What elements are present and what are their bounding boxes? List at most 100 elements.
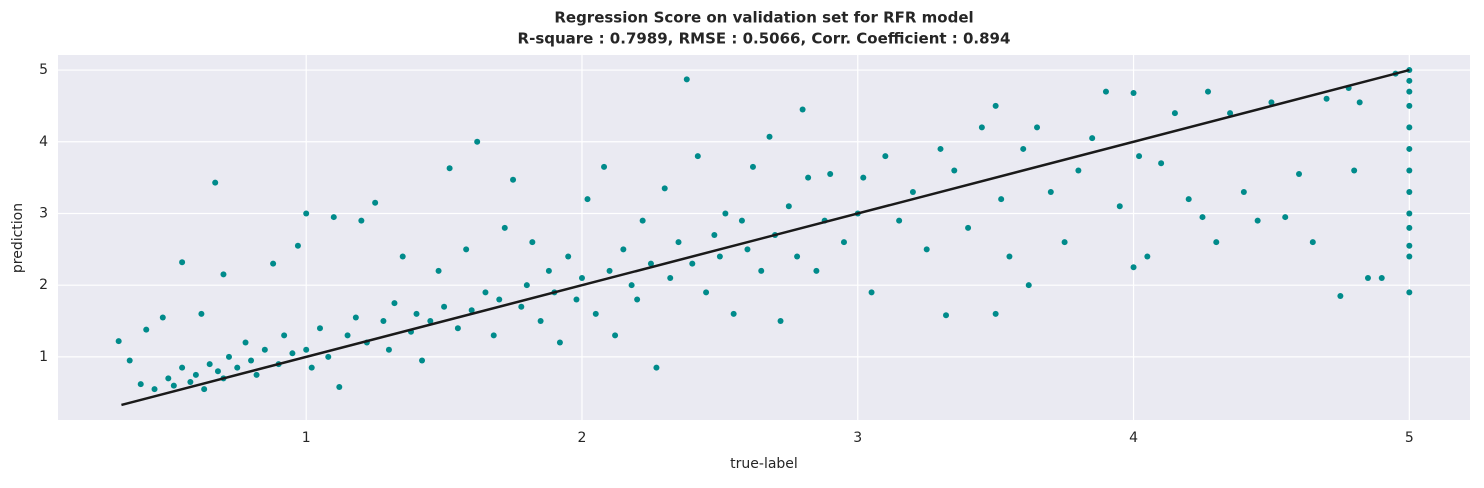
fit-line — [121, 68, 1410, 407]
point — [998, 196, 1005, 203]
point — [1047, 188, 1054, 195]
point — [523, 282, 530, 289]
point — [683, 76, 690, 83]
point — [722, 210, 729, 217]
point — [909, 188, 916, 195]
point — [463, 246, 470, 253]
point — [965, 224, 972, 231]
point — [937, 145, 944, 152]
point — [1020, 145, 1027, 152]
point — [620, 246, 627, 253]
point — [639, 217, 646, 224]
x-tick-label: 5 — [1405, 430, 1414, 446]
point — [159, 314, 166, 321]
point — [777, 318, 784, 325]
point — [716, 253, 723, 260]
y-tick-label: 1 — [39, 349, 48, 365]
point — [165, 375, 172, 382]
point — [441, 303, 448, 310]
point — [496, 296, 503, 303]
point — [1406, 88, 1413, 95]
point — [501, 224, 508, 231]
point — [992, 310, 999, 317]
x-axis-label: true-label — [730, 456, 798, 472]
point — [978, 124, 985, 131]
point — [1089, 135, 1096, 142]
point — [578, 275, 585, 282]
point — [385, 346, 392, 353]
point — [556, 339, 563, 346]
point — [1337, 292, 1344, 299]
point — [868, 289, 875, 296]
point — [647, 260, 654, 267]
point — [380, 318, 387, 325]
chart-subtitle: R-square : 0.7989, RMSE : 0.5066, Corr. … — [518, 30, 1011, 48]
point — [785, 203, 792, 210]
point — [1158, 160, 1165, 167]
chart-title: Regression Score on validation set for R… — [554, 9, 973, 27]
point — [1406, 102, 1413, 109]
point — [545, 267, 552, 274]
point — [137, 381, 144, 388]
point — [738, 217, 745, 224]
point — [1227, 110, 1234, 117]
point — [758, 267, 765, 274]
point — [1006, 253, 1013, 260]
point — [198, 310, 205, 317]
point — [689, 260, 696, 267]
point — [1406, 224, 1413, 231]
point — [675, 239, 682, 246]
point — [206, 361, 213, 368]
point — [943, 312, 950, 319]
point — [212, 179, 219, 186]
point — [565, 253, 572, 260]
point — [179, 259, 186, 266]
point — [601, 163, 608, 170]
point — [1406, 242, 1413, 249]
point — [225, 353, 232, 360]
point — [592, 310, 599, 317]
point — [653, 364, 660, 371]
point — [827, 171, 834, 178]
x-tick-label: 3 — [853, 430, 862, 446]
point — [1213, 239, 1220, 246]
point — [628, 282, 635, 289]
point — [419, 357, 426, 364]
point — [510, 176, 517, 183]
point — [1205, 88, 1212, 95]
x-tick-label: 2 — [578, 430, 587, 446]
point — [1268, 99, 1275, 106]
point — [281, 332, 288, 339]
point — [1378, 275, 1385, 282]
point — [1075, 167, 1082, 174]
y-tick-label: 4 — [39, 134, 48, 150]
point — [1116, 203, 1123, 210]
point — [325, 353, 332, 360]
point — [490, 332, 497, 339]
point — [270, 260, 277, 267]
point — [584, 196, 591, 203]
point — [143, 326, 150, 333]
point — [201, 386, 208, 393]
point — [330, 214, 337, 221]
point — [1296, 171, 1303, 178]
point — [634, 296, 641, 303]
point — [703, 289, 710, 296]
point — [1406, 124, 1413, 131]
point — [1034, 124, 1041, 131]
point — [882, 153, 889, 160]
point — [1406, 145, 1413, 152]
point — [667, 275, 674, 282]
point — [711, 231, 718, 238]
point — [1171, 110, 1178, 117]
point — [242, 339, 249, 346]
point — [1364, 275, 1371, 282]
point — [896, 217, 903, 224]
point — [1356, 99, 1363, 106]
point — [253, 371, 260, 378]
point — [413, 310, 420, 317]
point — [1199, 214, 1206, 221]
point — [170, 382, 177, 389]
point — [358, 217, 365, 224]
